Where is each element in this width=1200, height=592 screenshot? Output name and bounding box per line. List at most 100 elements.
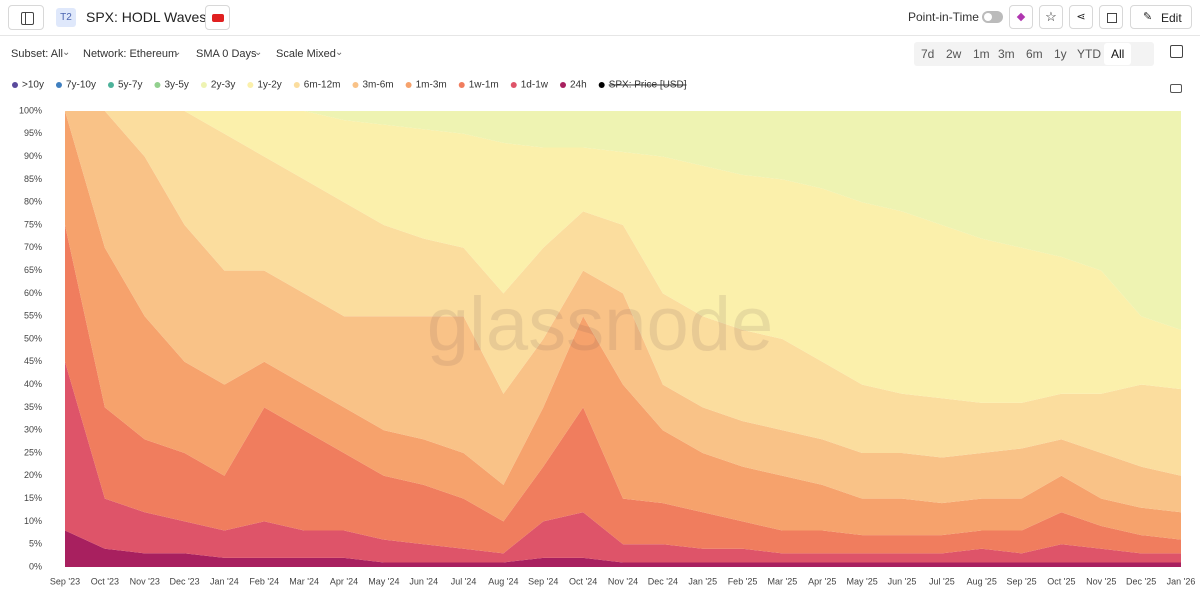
range-button[interactable]: 2w	[946, 47, 962, 61]
legend-swatch	[107, 82, 114, 88]
calendar-icon[interactable]	[1170, 45, 1183, 58]
y-tick-label: 60%	[24, 288, 42, 298]
y-tick-label: 35%	[24, 402, 42, 412]
range-button[interactable]: 1m	[973, 47, 990, 61]
x-tick-label: Jul '24	[451, 576, 477, 586]
legend-swatch	[352, 82, 359, 88]
legend-label[interactable]: 6m-12m	[304, 80, 341, 91]
legend-swatch	[55, 82, 62, 88]
x-tick-label: May '24	[368, 576, 399, 586]
legend-label[interactable]: 5y-7y	[118, 80, 142, 91]
area	[65, 111, 1181, 513]
x-tick-label: Mar '24	[289, 576, 319, 586]
chevron: ⌄	[62, 47, 71, 58]
x-tick-label: Sep '24	[528, 576, 558, 586]
legend-label[interactable]: 24h	[570, 80, 587, 91]
range-button[interactable]: 1y	[1054, 47, 1067, 61]
area	[65, 225, 1181, 554]
y-tick-label: 0%	[29, 561, 42, 571]
badge: T2	[56, 8, 76, 27]
x-tick-label: Nov '23	[130, 576, 160, 586]
x-tick-label: Oct '24	[569, 576, 597, 586]
legend-swatch	[293, 82, 300, 88]
area	[65, 111, 1181, 403]
legend-label[interactable]: 1d-1w	[521, 80, 549, 91]
y-tick-label: 20%	[24, 470, 42, 480]
x-tick-label: Oct '23	[91, 576, 119, 586]
range-button[interactable]: All	[1111, 47, 1125, 61]
filter[interactable]: Network: Ethereum	[83, 48, 178, 60]
x-tick-label: Jun '25	[888, 576, 917, 586]
x-tick-label: May '25	[847, 576, 878, 586]
y-tick-label: 15%	[24, 493, 42, 503]
filter[interactable]: SMA 0 Days	[196, 48, 257, 60]
x-tick-label: Jan '25	[688, 576, 717, 586]
x-tick-label: Aug '25	[967, 576, 997, 586]
legend-label[interactable]: 3y-5y	[164, 80, 188, 91]
chevron: ⌄	[173, 47, 182, 58]
x-tick-label: Jan '26	[1167, 576, 1196, 586]
y-tick-label: 10%	[24, 516, 42, 526]
divider	[0, 35, 1200, 36]
area	[65, 111, 1181, 330]
legend-swatch	[200, 82, 207, 88]
toggle-label: Point-in-Time	[908, 10, 979, 24]
filter[interactable]: Scale Mixed	[276, 48, 336, 60]
camera-icon[interactable]	[1170, 84, 1182, 93]
x-tick-label: Feb '24	[249, 576, 279, 586]
sidebar-button[interactable]	[8, 5, 44, 30]
y-tick-label: 90%	[24, 151, 42, 161]
legend-label[interactable]: 7y-10y	[66, 80, 96, 91]
x-tick-label: Nov '25	[1086, 576, 1116, 586]
y-tick-label: 50%	[24, 333, 42, 343]
x-tick-label: Sep '23	[50, 576, 80, 586]
legend-label[interactable]: SPX: Price [USD]	[609, 80, 687, 91]
x-tick-label: Jun '24	[409, 576, 438, 586]
range-button[interactable]: YTD	[1077, 47, 1101, 61]
legend-swatch	[405, 82, 412, 88]
toggle[interactable]	[982, 11, 1003, 23]
x-tick-label: Apr '25	[808, 576, 836, 586]
y-tick-label: 30%	[24, 425, 42, 435]
y-tick-label: 25%	[24, 447, 42, 457]
y-tick-label: 55%	[24, 311, 42, 321]
x-tick-label: Jan '24	[210, 576, 239, 586]
x-tick-label: Apr '24	[330, 576, 358, 586]
star-button[interactable]: ☆	[1039, 5, 1063, 29]
x-tick-label: Dec '24	[648, 576, 678, 586]
area	[65, 111, 1181, 540]
y-tick-label: 65%	[24, 265, 42, 275]
legend-label[interactable]: 1m-3m	[416, 80, 447, 91]
edit-button[interactable]: ✎ Edit	[1130, 5, 1192, 29]
y-tick-label: 95%	[24, 128, 42, 138]
legend-swatch	[458, 82, 465, 88]
x-tick-label: Dec '25	[1126, 576, 1156, 586]
x-tick-label: Sep '25	[1006, 576, 1036, 586]
video-button[interactable]	[205, 5, 230, 30]
share-button[interactable]: ⋖	[1069, 5, 1093, 29]
x-tick-label: Jul '25	[929, 576, 955, 586]
copy-button[interactable]	[1099, 5, 1123, 29]
x-tick-label: Feb '25	[728, 576, 758, 586]
legend-swatch	[12, 82, 18, 88]
range-button[interactable]: 7d	[921, 47, 935, 61]
legend-label[interactable]: 2y-3y	[211, 80, 235, 91]
legend-swatch	[510, 82, 517, 88]
filter[interactable]: Subset: All	[11, 48, 63, 60]
y-tick-label: 70%	[24, 242, 42, 252]
watermark: glassnode	[427, 282, 774, 367]
y-tick-label: 100%	[19, 105, 42, 115]
edit-label: Edit	[1161, 11, 1182, 25]
legend-label[interactable]: 1y-2y	[257, 80, 281, 91]
area	[65, 361, 1181, 563]
range-button[interactable]: 3m	[998, 47, 1015, 61]
y-tick-label: 75%	[24, 219, 42, 229]
range-button[interactable]: 6m	[1026, 47, 1043, 61]
legend-label[interactable]: 1w-1m	[469, 80, 499, 91]
ai-button[interactable]	[1009, 5, 1033, 29]
legend-label[interactable]: >10y	[22, 80, 44, 91]
icon	[21, 12, 34, 25]
legend-label[interactable]: 3m-6m	[362, 80, 393, 91]
